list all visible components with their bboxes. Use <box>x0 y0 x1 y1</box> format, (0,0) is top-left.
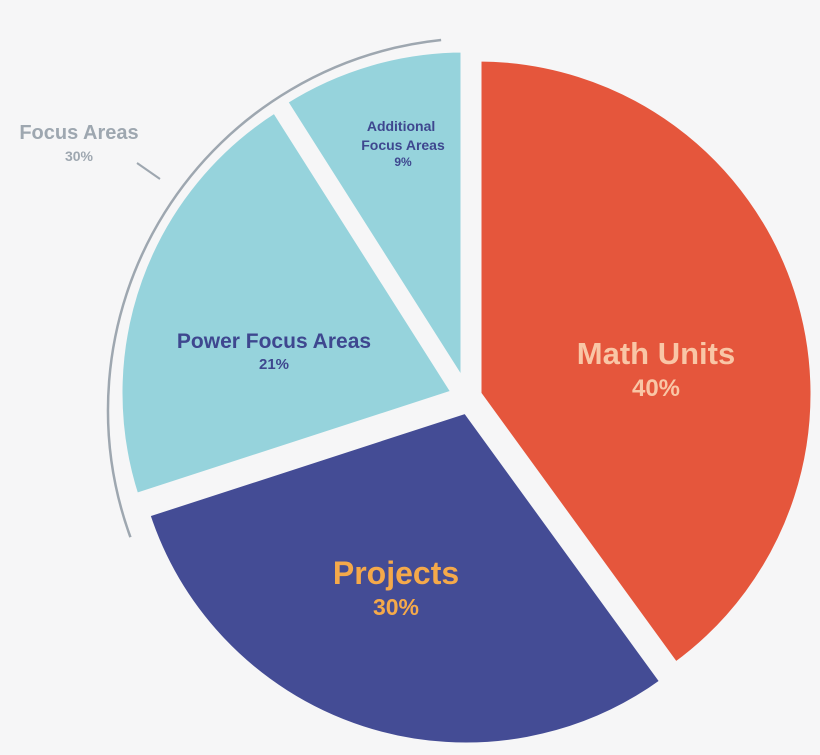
slice-value-additional-focus-areas: 9% <box>394 155 412 169</box>
pie-slice-projects <box>142 406 667 750</box>
slice-label-projects: Projects <box>333 555 459 591</box>
pie-slice-math-units <box>474 54 818 670</box>
pie-slice-additional-focus-areas <box>280 45 468 389</box>
slice-value-projects: 30% <box>373 594 419 620</box>
slice-label-additional-line-2: Focus Areas <box>361 137 445 153</box>
slice-value-math-units: 40% <box>632 375 680 402</box>
pie-labels: Math Units 40% Projects 30% Power Focus … <box>19 118 735 620</box>
slice-label-additional-focus-areas: Additional Focus Areas <box>361 118 445 153</box>
group-value-focus-areas: 30% <box>65 148 94 164</box>
group-label-focus-areas: Focus Areas <box>19 122 138 144</box>
slice-value-power-focus-areas: 21% <box>259 356 289 373</box>
focus-areas-bracket-arc <box>106 38 442 538</box>
pie-slice-power-focus-areas <box>115 105 459 501</box>
slice-label-power-focus-areas: Power Focus Areas <box>177 330 371 353</box>
slice-label-math-units: Math Units <box>577 336 735 371</box>
slice-label-additional-line-1: Additional <box>367 118 435 134</box>
pie-slices <box>115 45 818 750</box>
focus-areas-leader-line <box>136 162 161 180</box>
